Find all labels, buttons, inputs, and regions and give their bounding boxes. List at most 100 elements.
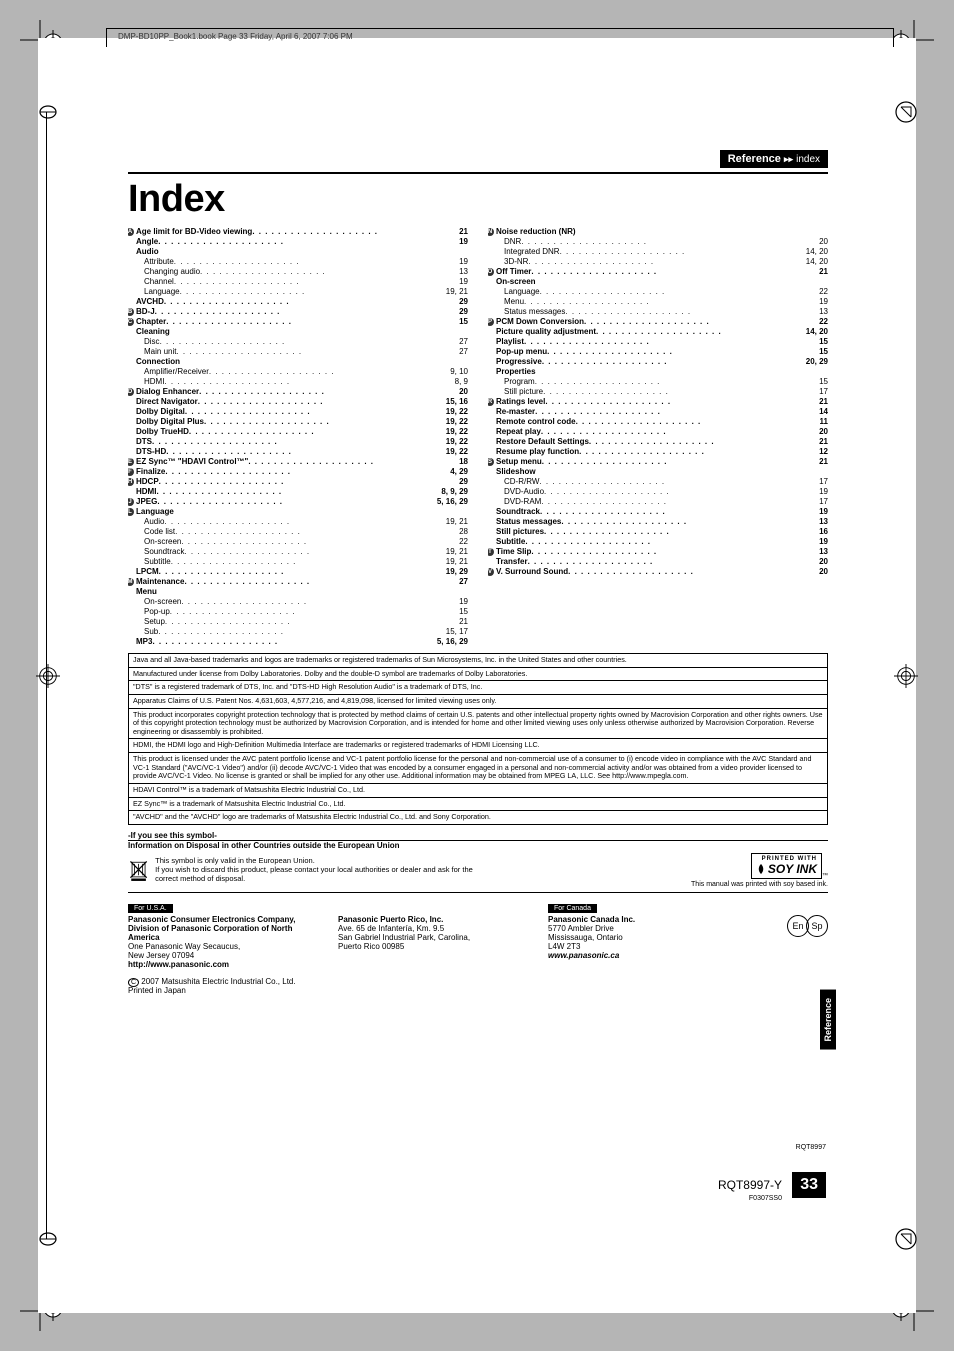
index-dots: . . . . . . . . . . . . . . . . . . . . — [589, 437, 715, 446]
index-page: 14, 20 — [806, 257, 828, 267]
footer: For U.S.A. Panasonic Consumer Electronic… — [128, 903, 828, 995]
index-entry: Progressive. . . . . . . . . . . . . . .… — [488, 357, 828, 367]
index-columns: AAge limit for BD-Video viewing. . . . .… — [128, 227, 828, 647]
soyink-block: PRINTED WITH SOY INK ™ This manual was p… — [498, 841, 828, 888]
index-letter-bullet: L — [128, 508, 134, 516]
legal-notice: Apparatus Claims of U.S. Patent Nos. 4,6… — [128, 695, 828, 709]
index-dots: . . . . . . . . . . . . . . . . . . . . — [158, 237, 284, 246]
index-dots: . . . . . . . . . . . . . . . . . . . . — [174, 277, 300, 286]
index-letter-bullet: O — [488, 268, 494, 276]
disposal-subheading: Information on Disposal in other Countri… — [128, 841, 488, 850]
index-label: Status messages — [504, 307, 565, 316]
disposal-heading: -If you see this symbol- — [128, 831, 828, 840]
canada-chip: For Canada — [548, 904, 597, 913]
index-subentry: 3D-NR. . . . . . . . . . . . . . . . . .… — [488, 257, 828, 267]
index-entry: Status messages. . . . . . . . . . . . .… — [488, 517, 828, 527]
index-dots: . . . . . . . . . . . . . . . . . . . . — [528, 257, 654, 266]
index-subentry: Language. . . . . . . . . . . . . . . . … — [488, 287, 828, 297]
index-label: DTS — [136, 437, 152, 446]
index-page: 14 — [819, 407, 828, 417]
index-dots: . . . . . . . . . . . . . . . . . . . . — [545, 397, 671, 406]
index-page: 14, 20 — [806, 327, 828, 337]
index-label: Pop-up — [144, 607, 170, 616]
index-dots: . . . . . . . . . . . . . . . . . . . . — [198, 397, 324, 406]
index-entry: Dolby Digital Plus. . . . . . . . . . . … — [128, 417, 468, 427]
index-dots: . . . . . . . . . . . . . . . . . . . . — [156, 487, 282, 496]
index-entry: Re-master. . . . . . . . . . . . . . . .… — [488, 407, 828, 417]
index-dots: . . . . . . . . . . . . . . . . . . . . — [544, 487, 670, 496]
index-page: 16 — [819, 527, 828, 537]
index-dots: . . . . . . . . . . . . . . . . . . . . — [184, 547, 310, 556]
index-subentry: Integrated DNR. . . . . . . . . . . . . … — [488, 247, 828, 257]
section-arrows: ▸▸ — [784, 154, 793, 164]
index-entry: Cleaning — [128, 327, 468, 337]
pr-addr: Ave. 65 de Infantería, Km. 9.5 San Gabri… — [338, 924, 534, 951]
index-label: Dialog Enhancer — [136, 387, 199, 396]
index-dots: . . . . . . . . . . . . . . . . . . . . — [521, 237, 647, 246]
index-label: Playlist — [496, 337, 524, 346]
index-dots: . . . . . . . . . . . . . . . . . . . . — [184, 577, 310, 586]
index-entry: NNoise reduction (NR) — [488, 227, 828, 237]
index-dots: . . . . . . . . . . . . . . . . . . . . — [542, 457, 668, 466]
model: RQT8997-Y — [718, 1178, 782, 1192]
usa-url: http://www.panasonic.com — [128, 960, 324, 969]
index-dots: . . . . . . . . . . . . . . . . . . . . — [165, 467, 291, 476]
index-dots: . . . . . . . . . . . . . . . . . . . . — [525, 537, 651, 546]
index-label: CD-R/RW — [504, 477, 539, 486]
index-letter-bullet: S — [488, 458, 494, 466]
index-entry: MMaintenance. . . . . . . . . . . . . . … — [128, 577, 468, 587]
index-letter-bullet: N — [488, 228, 494, 236]
index-label: On-screen — [144, 597, 181, 606]
index-label: Picture quality adjustment — [496, 327, 596, 336]
index-label: Language — [136, 507, 174, 516]
index-dots: . . . . . . . . . . . . . . . . . . . . — [544, 527, 670, 536]
legal-notice: HDAVI Control™ is a trademark of Matsush… — [128, 784, 828, 798]
index-entry: Restore Default Settings. . . . . . . . … — [488, 437, 828, 447]
index-label: Integrated DNR — [504, 247, 560, 256]
index-label: Cleaning — [136, 327, 170, 336]
index-page: 17 — [819, 477, 828, 487]
index-label: Remote control code — [496, 417, 576, 426]
index-label: Progressive — [496, 357, 542, 366]
index-letter-bullet: M — [128, 578, 134, 586]
index-label: Soundtrack — [496, 507, 540, 516]
index-dots: . . . . . . . . . . . . . . . . . . . . — [175, 527, 301, 536]
index-dots: . . . . . . . . . . . . . . . . . . . . — [170, 607, 296, 616]
index-letter-bullet: D — [128, 388, 134, 396]
index-subentry: Program. . . . . . . . . . . . . . . . .… — [488, 377, 828, 387]
index-page: 4, 29 — [450, 467, 468, 477]
index-label: Status messages — [496, 517, 561, 526]
index-page: 21 — [819, 437, 828, 447]
index-page: 15, 16 — [446, 397, 468, 407]
index-dots: . . . . . . . . . . . . . . . . . . . . — [543, 387, 669, 396]
index-label: Restore Default Settings — [496, 437, 589, 446]
section-header: Reference ▸▸ index — [720, 150, 828, 168]
index-label: Menu — [136, 587, 157, 596]
disposal-body: This symbol is only valid in the Europea… — [155, 856, 488, 888]
index-dots: . . . . . . . . . . . . . . . . . . . . — [541, 497, 667, 506]
index-page: 11 — [820, 417, 828, 427]
registration-left — [36, 664, 60, 688]
content: Reference ▸▸ index Index AAge limit for … — [128, 150, 828, 995]
index-page: 28 — [459, 527, 468, 537]
index-page: 13 — [819, 517, 828, 527]
index-subentry: Pop-up. . . . . . . . . . . . . . . . . … — [128, 607, 468, 617]
index-entry: Playlist. . . . . . . . . . . . . . . . … — [488, 337, 828, 347]
index-label: Slideshow — [496, 467, 536, 476]
index-label: PCM Down Conversion — [496, 317, 584, 326]
registration-right — [894, 664, 918, 688]
index-label: Setup — [144, 617, 165, 626]
index-label: HDMI — [136, 487, 156, 496]
book-info: DMP-BD10PP_Book1.book Page 33 Friday, Ap… — [116, 32, 355, 41]
index-entry: AAge limit for BD-Video viewing. . . . .… — [128, 227, 468, 237]
index-label: JPEG — [136, 497, 157, 506]
index-entry: MP3. . . . . . . . . . . . . . . . . . .… — [128, 637, 468, 647]
index-page: 14, 20 — [806, 247, 828, 257]
index-subentry: Menu. . . . . . . . . . . . . . . . . . … — [488, 297, 828, 307]
index-subentry: DNR. . . . . . . . . . . . . . . . . . .… — [488, 237, 828, 247]
index-label: Disc — [144, 337, 160, 346]
disposal-block: This symbol is only valid in the Europea… — [128, 856, 488, 888]
index-entry: JJPEG. . . . . . . . . . . . . . . . . .… — [128, 497, 468, 507]
index-dots: . . . . . . . . . . . . . . . . . . . . — [165, 617, 291, 626]
index-dots: . . . . . . . . . . . . . . . . . . . . — [185, 407, 311, 416]
